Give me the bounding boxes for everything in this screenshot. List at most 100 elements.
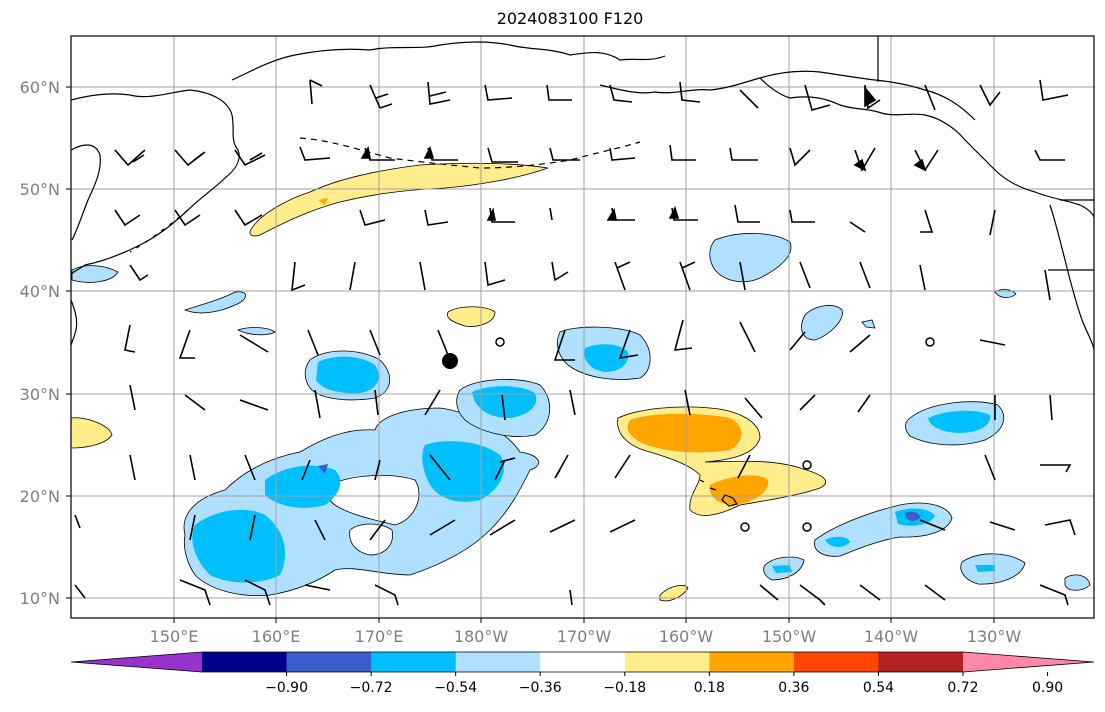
pos-light-patch-38n [446,306,496,327]
wind-barb [549,207,553,221]
wind-barb [349,261,356,291]
wind-barb [369,84,393,109]
wind-barb [739,261,746,291]
wind-barb [129,264,149,282]
coast-hawaii-3 [699,479,705,483]
wind-barb [189,514,196,541]
wind-barb [804,84,831,111]
wind-barb [359,209,386,226]
wind-barb [789,331,806,351]
lat-label: 60°N [20,78,60,97]
colorbar-segment [286,652,372,672]
wind-barb [484,261,506,287]
neg-light-region-37n [801,305,843,341]
neg-light-patch-east-36n [861,319,876,329]
neg-strong-core-26n [928,410,991,433]
lon-labels: 150°E 160°E 170°E 180°W 170°W 160°W 150°… [150,627,1022,646]
wind-barb [429,519,456,536]
wind-barb [854,147,876,172]
neg-strong-core-32n [316,356,379,394]
wind-barb [1049,394,1053,421]
wind-barb [734,204,760,223]
wind-barb [374,389,379,416]
lat-label: 10°N [20,589,60,608]
wind-barb [124,324,136,353]
map-frame [70,35,1095,619]
colorbar-outline [70,651,1095,673]
colorbar-extend-low [71,652,202,672]
colorbar-segment [540,652,626,672]
wind-barb [484,84,513,101]
colorbar: −0.90 −0.72 −0.54 −0.36 −0.18 0.18 0.36 0.54 0.7… [70,651,1095,696]
colorbar-tick-label: 0.18 [694,680,725,696]
wind-barb [553,329,575,361]
wind-barb [244,454,256,481]
calm-circle [925,337,935,347]
wind-barb [569,589,573,606]
wind-barb [989,521,1016,531]
wind-barb [609,84,633,103]
wind-barb [919,264,926,291]
neg-light-patch-10n [1064,574,1091,591]
wind-barb [857,394,871,413]
wind-barb [549,147,580,161]
wind-barb [301,459,311,481]
wind-barb [239,399,269,411]
colorbar-ticks: −0.90 −0.72 −0.54 −0.36 −0.18 0.18 0.36 0.54 0.7… [265,672,1063,696]
pos-light-band-50n [249,162,549,237]
colorbar-segment [878,652,964,672]
wind-barb-flag [853,158,867,172]
wind-barb [114,209,141,227]
wind-barb [789,209,815,223]
wind-barb [554,454,569,479]
wind-barb [614,261,631,291]
neg-strong-core-3 [422,441,504,502]
lon-label: 160°E [252,627,301,646]
wind-barb [737,454,751,479]
wind-barb [984,454,996,481]
black-dot [442,353,458,369]
neg-strong-core-33n [584,344,629,372]
colorbar-segments [70,651,1095,673]
wind-barb [184,394,206,411]
coast-hawaii-2 [709,487,717,491]
wind-barb [74,584,86,599]
wind-barb [249,514,256,541]
colorbar-segment [624,652,710,672]
neg-purple-spot-2 [905,511,920,521]
wind-barb [924,584,946,601]
wind-barb [369,329,381,356]
neg-purple-spot-1 [318,464,328,474]
wind-barb [427,81,451,105]
wind-barb [759,584,779,601]
wind-barb [501,394,506,421]
wind-barb [178,329,195,359]
wind-barb [234,149,266,167]
neg-light-patch-east-40n [994,289,1017,298]
wind-barb [314,389,321,419]
axis-ticks [66,86,995,623]
colorbar-tick-label: 0.72 [947,680,978,696]
neg-light-region-45n [709,233,792,283]
coast-alaska-west [599,70,976,121]
colorbar-segment [202,652,288,672]
neg-strong-core-2 [265,465,341,508]
calm-circle [802,522,812,532]
wind-barb [989,209,996,236]
anomaly-fields [71,162,1091,602]
lat-label: 30°N [20,385,60,404]
lat-labels: 60°N 50°N 40°N 30°N 20°N 10°N [20,78,60,608]
wind-barb [920,209,934,233]
calm-circle [740,522,750,532]
wind-barb [609,519,636,533]
wind-barb-flag [668,205,680,219]
wind-barb [684,389,691,416]
wind-barb [924,84,936,111]
wind-barb [307,329,319,356]
coast-okhotsk-west [71,144,101,241]
lon-label: 160°W [659,627,714,646]
pos-strong-core-20n [709,475,769,505]
calm-circle [802,460,812,470]
colorbar-segment [793,652,879,672]
wind-barb [799,584,826,606]
